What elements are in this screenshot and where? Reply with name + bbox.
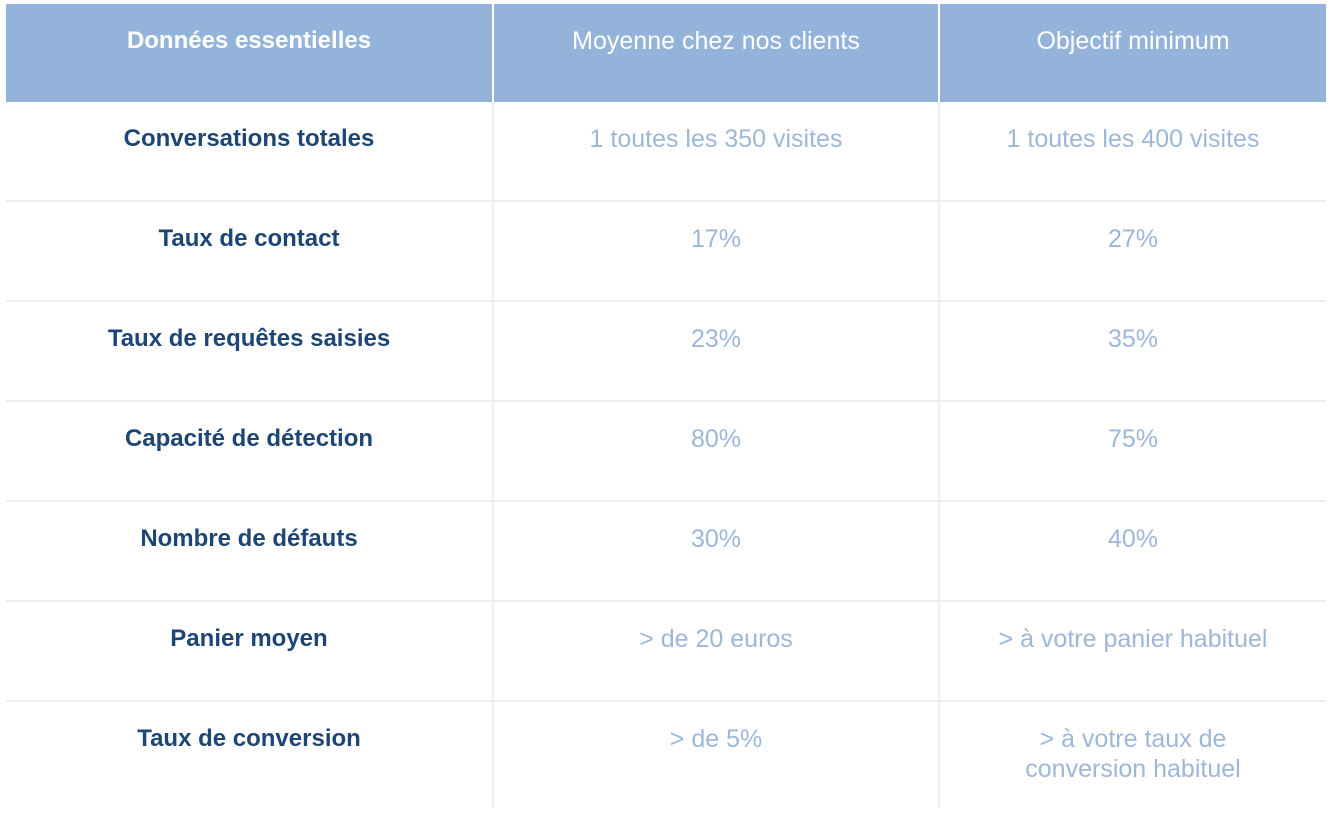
row-label: Taux de conversion [137, 725, 361, 752]
row-average-value: 30% [492, 502, 938, 600]
row-label: Panier moyen [170, 625, 328, 652]
table-row: Conversations totales 1 toutes les 350 v… [6, 102, 1326, 202]
row-minimum-value: 1 toutes les 400 visites [938, 102, 1326, 200]
row-label: Nombre de défauts [140, 525, 358, 552]
row-minimum-value: > à votre panier habituel [938, 602, 1326, 700]
table-row: Panier moyen > de 20 euros > à votre pan… [6, 602, 1326, 702]
row-minimum-value: 35% [938, 302, 1326, 400]
row-average-value: > de 20 euros [492, 602, 938, 700]
row-average-value: 80% [492, 402, 938, 500]
comparison-table: Données essentielles Moyenne chez nos cl… [6, 4, 1326, 808]
row-minimum-cell: > à votre taux de conversion habituel [938, 702, 1326, 808]
table-row: Nombre de défauts 30% 40% [6, 502, 1326, 602]
table-row: Taux de contact 17% 27% [6, 202, 1326, 302]
header-essential-data: Données essentielles [126, 27, 372, 54]
row-label: Taux de contact [158, 225, 340, 252]
row-average-value: > de 5% [492, 702, 938, 808]
row-minimum-value: > à votre taux de conversion habituel [1025, 725, 1241, 783]
table-row: Taux de conversion > de 5% > à votre tau… [6, 702, 1326, 808]
row-average-value: 17% [492, 202, 938, 300]
row-minimum-value: 75% [938, 402, 1326, 500]
row-minimum-value: 40% [938, 502, 1326, 600]
header-minimum-target: Objectif minimum [938, 4, 1326, 102]
row-average-value: 1 toutes les 350 visites [492, 102, 938, 200]
row-label: Conversations totales [123, 125, 375, 152]
table-header: Données essentielles Moyenne chez nos cl… [6, 4, 1326, 102]
row-label: Capacité de détection [124, 425, 374, 452]
row-average-value: 23% [492, 302, 938, 400]
header-client-average: Moyenne chez nos clients [492, 4, 938, 102]
table-row: Taux de requêtes saisies 23% 35% [6, 302, 1326, 402]
row-minimum-value: 27% [938, 202, 1326, 300]
table-row: Capacité de détection 80% 75% [6, 402, 1326, 502]
row-label: Taux de requêtes saisies [107, 325, 391, 352]
